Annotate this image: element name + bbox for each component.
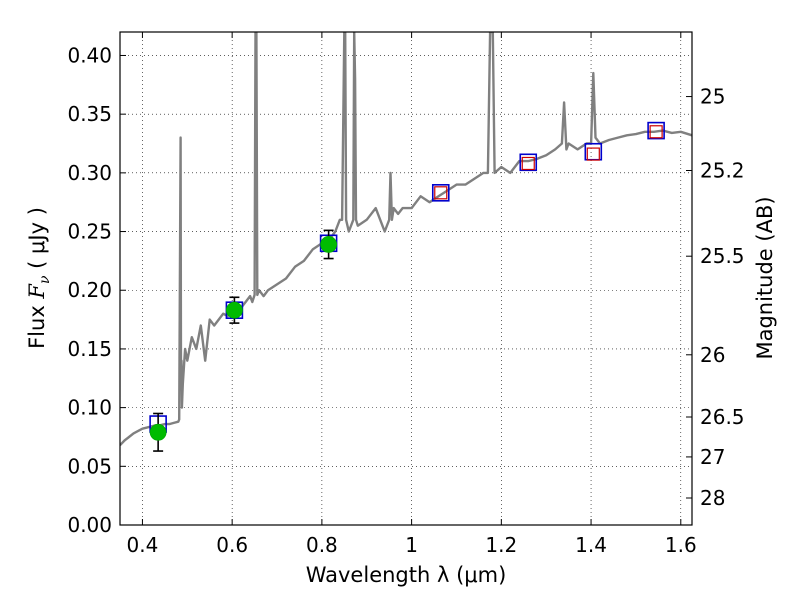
y-axis-label-prefix: Flux [25, 299, 49, 349]
x-tick-label: 1.2 [485, 533, 517, 557]
y-axis-label-symbol: F [25, 283, 49, 300]
x-tick-label: 0.8 [306, 533, 338, 557]
y-tick-label: 0.05 [67, 454, 112, 478]
x-tick-label: 0.6 [216, 533, 248, 557]
x-tick-label: 1.4 [575, 533, 607, 557]
y-axis-label-unit: ( μJy ) [25, 207, 49, 275]
observed-photometry-point [149, 423, 167, 441]
x-axis-label: Wavelength λ (μm) [306, 563, 507, 587]
infrared-data-square [521, 156, 535, 171]
y-tick-label: 0.30 [67, 161, 112, 185]
plot-area [120, 32, 692, 452]
model-photometry-square [647, 121, 665, 140]
y-tick-label: 0.00 [67, 513, 112, 537]
y2-tick-label: 28 [700, 486, 725, 510]
infrared-data-square [586, 147, 600, 161]
axis-ticks: 0.4 0.6 0.8 1 1.2 1.4 1.6 0.00 0.05 0.10 0.15 0.20 0… [67, 32, 745, 557]
y2-tick-label: 25.5 [700, 244, 745, 268]
model-photometry-square [519, 153, 538, 172]
x-tick-label: 1 [405, 533, 418, 557]
y2-tick-label: 25.2 [700, 159, 745, 183]
y-axis-label-subscript: ν [37, 275, 53, 284]
y2-tick-label: 26 [700, 343, 725, 367]
infrared-data-square [434, 186, 448, 200]
spectrum-line [120, 32, 692, 447]
y-tick-label: 0.15 [67, 337, 112, 361]
y-tick-label: 0.20 [67, 278, 112, 302]
observed-photometry-point [320, 236, 338, 253]
y2-tick-label: 27 [700, 445, 725, 469]
y-tick-label: 0.40 [67, 43, 112, 67]
y-tick-label: 0.25 [67, 220, 112, 244]
grid-lines [120, 32, 692, 526]
model-photometry-square [431, 184, 450, 202]
y2-axis-label: Magnitude (AB) [753, 196, 777, 359]
y-axis-label: Flux Fν ( μJy ) [25, 207, 53, 349]
y-tick-label: 0.35 [67, 102, 112, 126]
y-tick-label: 0.10 [67, 396, 112, 420]
y2-tick-label: 26.5 [700, 405, 745, 429]
infrared-data-square [649, 125, 663, 139]
observed-photometry-point [225, 301, 243, 319]
y2-tick-label: 25 [700, 85, 725, 109]
x-tick-label: 1.6 [665, 533, 697, 557]
plot-frame [119, 31, 693, 526]
x-tick-label: 0.4 [127, 533, 159, 557]
